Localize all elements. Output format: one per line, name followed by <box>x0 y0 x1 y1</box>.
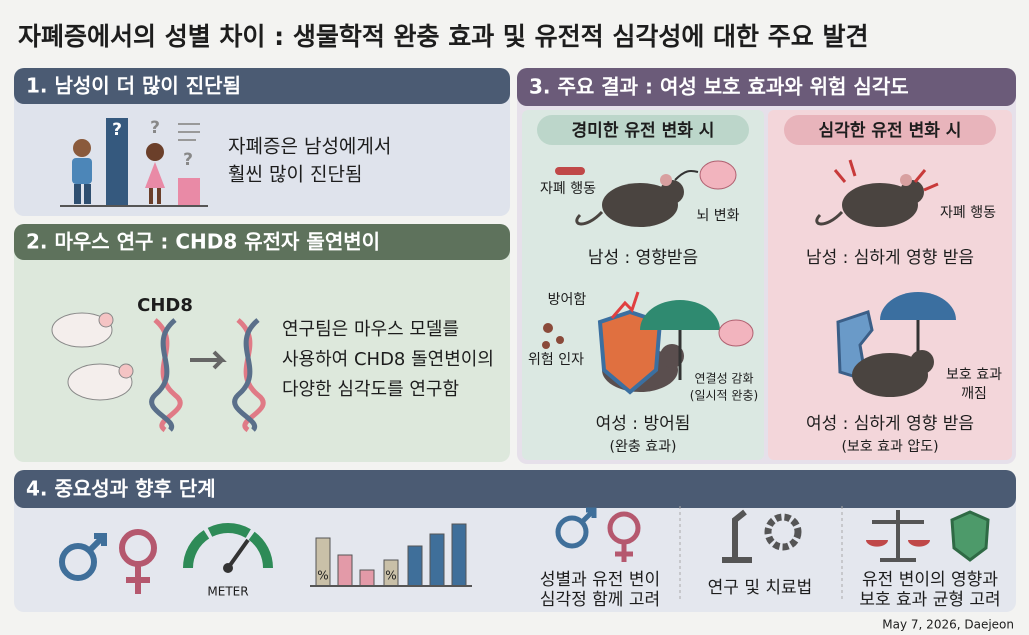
item-text: 보호 효과 균형 고려 <box>859 590 1000 610</box>
label: (일시적 완충) <box>690 389 758 403</box>
panel-title-bg <box>537 115 749 145</box>
item-text: 심각정 함께 고려 <box>540 590 660 610</box>
body-text: 훨씬 많이 진단됨 <box>228 164 362 186</box>
question-mark: ? <box>112 120 122 140</box>
label: 뇌 변화 <box>696 208 739 224</box>
label: 여성 : 심하게 영향 받음 <box>806 414 974 434</box>
label: 연결성 감화 <box>694 372 753 386</box>
section-2 <box>14 224 510 462</box>
body-text: 자폐증은 남성에게서 <box>228 136 391 158</box>
panel-severe <box>768 110 1012 460</box>
label: 방어함 <box>548 292 587 308</box>
section-1 <box>14 68 510 216</box>
meter-label: METER <box>207 585 248 599</box>
label: (완충 효과) <box>610 439 677 455</box>
item-text: 유전 변이의 영향과 <box>862 570 998 590</box>
question-mark: ? <box>150 118 160 138</box>
heading: 4. 중요성과 향후 단계 <box>26 477 216 501</box>
heading: 1. 남성이 더 많이 진단됨 <box>26 74 241 98</box>
panel-title-bg <box>784 115 996 145</box>
heading: 3. 주요 결과 : 여성 보호 효과와 위험 심각도 <box>529 75 909 99</box>
question-mark: ? <box>183 150 193 170</box>
section-2-header <box>14 224 510 260</box>
people-icon <box>60 118 208 207</box>
bar-mark: % <box>385 569 396 583</box>
item-text: 연구 및 치료법 <box>708 578 813 598</box>
label: 남성 : 영향받음 <box>588 248 698 268</box>
body-text: 사용하여 CHD8 돌연변이의 <box>282 349 494 370</box>
label: 여성 : 방어됨 <box>596 414 691 434</box>
label: 자폐 행동 <box>540 181 596 197</box>
label: 보호 효과 <box>946 367 1002 383</box>
label: 깨짐 <box>961 386 987 402</box>
label: 자폐 행동 <box>940 205 996 221</box>
label: 남성 : 심하게 영향 받음 <box>806 248 974 268</box>
item-text: 성별과 유전 변이 <box>540 570 660 590</box>
section-4-header <box>14 470 1016 508</box>
body-text: 다양한 심각도를 연구함 <box>282 379 459 400</box>
label: (보호 효과 압도) <box>841 439 938 455</box>
section-4-icons <box>59 506 990 600</box>
panel-mild <box>522 110 764 460</box>
footer: May 7, 2026, Daejeon <box>882 618 1014 632</box>
gene-label: CHD8 <box>137 295 193 316</box>
mice-dna-icon <box>51 312 266 433</box>
bar-mark: % <box>317 569 328 583</box>
heading: 2. 마우스 연구 : CHD8 유전자 돌연변이 <box>26 230 380 254</box>
title: 자폐증에서의 성별 차이 : 생물학적 완충 효과 및 유전적 심각성에 대한 … <box>18 22 868 51</box>
section-1-header <box>14 68 510 104</box>
panel-icons <box>542 159 956 397</box>
panel-title: 경미한 유전 변화 시 <box>572 121 715 141</box>
panel-title: 심각한 유전 변화 시 <box>819 121 962 141</box>
label: 위험 인자 <box>528 352 584 368</box>
body-text: 연구팀은 마우스 모델를 <box>282 319 459 340</box>
section-3-header <box>517 68 1016 106</box>
